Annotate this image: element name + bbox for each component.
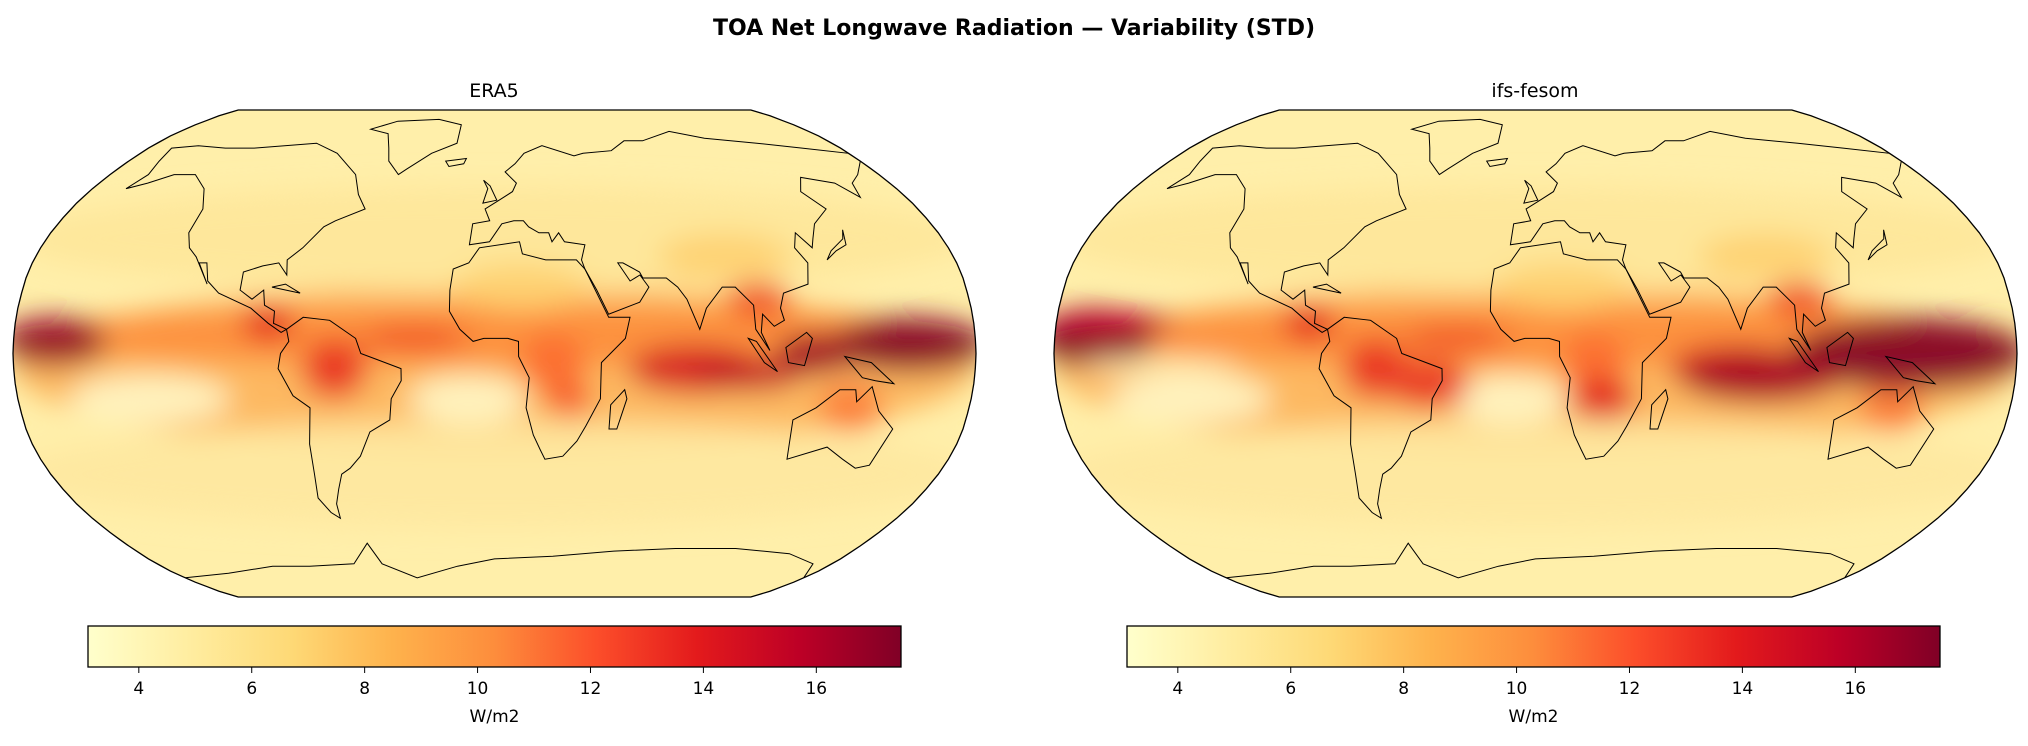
coastline-eurasia <box>1509 130 1903 351</box>
field-blob <box>521 332 586 393</box>
coastline-cuba <box>1312 283 1342 294</box>
coastline-cuba <box>271 283 301 294</box>
coastline-japan <box>826 229 847 261</box>
coastline-madagascar <box>608 388 628 430</box>
colorbar: 4 6 8 10 12 14 16 W/m2 <box>1126 625 1941 727</box>
field-blob <box>1388 359 1470 408</box>
coastline-sumatra <box>1788 337 1819 373</box>
field-blob <box>1681 353 1843 402</box>
field-blob <box>409 374 527 423</box>
colorbar-label: W/m2 <box>470 707 520 727</box>
coastline-antarctica <box>185 542 814 579</box>
coastline-australia <box>1827 385 1935 469</box>
colorbar-tick-label: 4 <box>1172 679 1183 699</box>
coastline-sumatra <box>747 337 778 373</box>
colorbar-tick-label: 6 <box>1285 679 1296 699</box>
colorbar-tick-label: 12 <box>1619 679 1641 699</box>
coastline-great-britain <box>482 179 498 204</box>
field-blob <box>1054 311 1177 336</box>
field-blob <box>69 374 231 423</box>
coastline-africa <box>1489 241 1672 460</box>
colorbar-tick-label: 6 <box>246 679 257 699</box>
coastline-borneo <box>1826 331 1854 367</box>
field-blob <box>13 317 108 366</box>
colorbar-tick-label: 14 <box>693 679 715 699</box>
field-blob <box>1054 420 2017 528</box>
coastline-south-america <box>277 316 402 520</box>
map-boundary <box>1053 109 2018 598</box>
coastline-antarctica <box>1226 542 1855 579</box>
field-blob <box>13 420 976 528</box>
field-blob <box>1450 374 1568 423</box>
field-blob <box>1081 356 1242 375</box>
colorbar-tick-label: 10 <box>1506 679 1528 699</box>
field-blob <box>828 317 976 372</box>
colorbar-label: W/m2 <box>1509 707 1559 727</box>
colorbar-tick-label: 16 <box>1844 679 1866 699</box>
field-blob <box>453 263 588 311</box>
coastline-greenland <box>1409 118 1503 176</box>
colorbar-gradient <box>87 625 902 668</box>
coastline-borneo <box>785 331 813 367</box>
panel-era5: ERA5 4 6 8 10 12 14 16 W/m2 <box>12 80 977 727</box>
coastline-madagascar <box>1649 388 1669 430</box>
panel-title: ERA5 <box>469 80 519 102</box>
coastline-iceland <box>444 157 468 168</box>
colorbar-tick-label: 10 <box>467 679 489 699</box>
coastline-south-america <box>1318 316 1443 520</box>
coastline-iceland <box>1485 157 1509 168</box>
field-blob <box>1789 317 2017 390</box>
coastline-japan <box>1867 229 1888 261</box>
std-field <box>13 110 976 597</box>
colorbar-tick-label: 12 <box>580 679 602 699</box>
field-blob <box>1494 263 1629 311</box>
map-boundary <box>12 109 977 598</box>
field-blob <box>1859 384 1924 432</box>
coastlines <box>125 118 896 579</box>
figure-title: TOA Net Longwave Radiation — Variability… <box>713 16 1315 41</box>
panel-ifs-fesom: ifs-fesom 4 6 8 10 12 14 16 W/m2 <box>1053 80 2018 727</box>
colorbar-gradient <box>1126 625 1941 668</box>
coastline-africa <box>448 241 631 460</box>
coastlines <box>1166 118 1937 579</box>
colorbar-tick-label: 8 <box>359 679 370 699</box>
field-blob <box>547 380 591 417</box>
field-blob <box>1110 374 1272 423</box>
colorbar-tick-label: 16 <box>805 679 827 699</box>
field-blob <box>818 384 883 432</box>
coastline-great-britain <box>1523 179 1539 204</box>
field-blob <box>1766 281 1832 318</box>
coastline-north-america <box>125 142 366 333</box>
colorbar: 4 6 8 10 12 14 16 W/m2 <box>87 625 902 727</box>
coastline-north-america <box>1166 142 1407 333</box>
field-blob <box>1562 332 1627 393</box>
field-blob <box>1401 326 1509 351</box>
field-blob <box>1569 377 1634 420</box>
coastline-new-guinea <box>1884 355 1937 385</box>
coastline-greenland <box>368 118 462 176</box>
coastline-eurasia <box>468 130 862 351</box>
colorbar-tick-label: 14 <box>1732 679 1754 699</box>
field-blob <box>1698 233 1832 281</box>
field-blob <box>360 326 468 351</box>
field-blob <box>725 281 791 318</box>
field-blob <box>657 233 791 281</box>
field-blob <box>302 338 367 399</box>
colorbar-tick-label: 4 <box>133 679 144 699</box>
coastline-new-guinea <box>843 355 896 385</box>
panel-title: ifs-fesom <box>1491 80 1578 102</box>
std-field <box>1054 110 2017 597</box>
colorbar-tick-label: 8 <box>1398 679 1409 699</box>
coastline-australia <box>786 385 894 469</box>
